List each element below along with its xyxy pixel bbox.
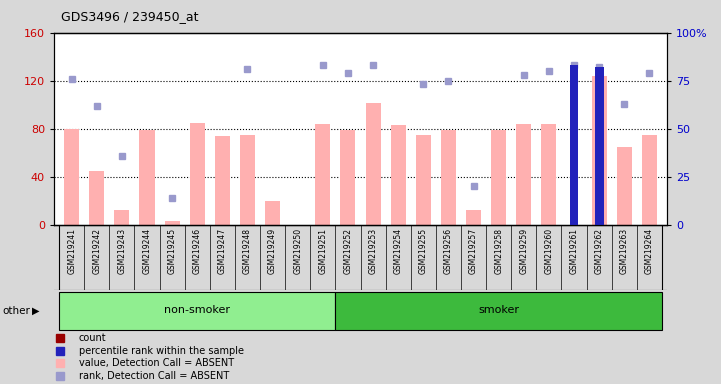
Text: GSM219255: GSM219255 bbox=[419, 228, 428, 274]
Text: GSM219263: GSM219263 bbox=[620, 228, 629, 274]
Text: GSM219256: GSM219256 bbox=[444, 228, 453, 274]
Text: GSM219252: GSM219252 bbox=[343, 228, 353, 274]
Text: non-smoker: non-smoker bbox=[164, 305, 230, 315]
Bar bbox=[570, 65, 578, 225]
Text: GSM219242: GSM219242 bbox=[92, 228, 101, 274]
Bar bbox=[366, 103, 381, 225]
Text: GSM219243: GSM219243 bbox=[118, 228, 126, 274]
Bar bbox=[595, 77, 603, 225]
Text: GSM219247: GSM219247 bbox=[218, 228, 227, 274]
Bar bbox=[315, 124, 330, 225]
Bar bbox=[391, 125, 406, 225]
Bar bbox=[265, 201, 280, 225]
Bar bbox=[240, 135, 255, 225]
Text: rank, Detection Call = ABSENT: rank, Detection Call = ABSENT bbox=[79, 371, 229, 381]
Text: GSM219258: GSM219258 bbox=[494, 228, 503, 274]
Text: GSM219254: GSM219254 bbox=[394, 228, 402, 274]
Text: GSM219244: GSM219244 bbox=[143, 228, 151, 274]
Bar bbox=[491, 130, 506, 225]
Bar bbox=[115, 210, 130, 225]
Text: ▶: ▶ bbox=[32, 306, 39, 316]
Text: GSM219249: GSM219249 bbox=[268, 228, 277, 274]
Bar bbox=[591, 76, 606, 225]
Bar bbox=[64, 129, 79, 225]
Text: GSM219250: GSM219250 bbox=[293, 228, 302, 274]
Bar bbox=[441, 130, 456, 225]
Text: other: other bbox=[2, 306, 30, 316]
Text: GDS3496 / 239450_at: GDS3496 / 239450_at bbox=[61, 10, 199, 23]
Text: GSM219260: GSM219260 bbox=[544, 228, 554, 274]
Text: GSM219257: GSM219257 bbox=[469, 228, 478, 274]
Text: GSM219251: GSM219251 bbox=[319, 228, 327, 274]
Bar bbox=[416, 135, 431, 225]
Bar bbox=[89, 170, 105, 225]
Text: smoker: smoker bbox=[478, 305, 519, 315]
Text: GSM219261: GSM219261 bbox=[570, 228, 578, 274]
Text: value, Detection Call = ABSENT: value, Detection Call = ABSENT bbox=[79, 358, 234, 368]
Text: GSM219262: GSM219262 bbox=[595, 228, 603, 274]
Text: GSM219245: GSM219245 bbox=[167, 228, 177, 274]
Bar bbox=[616, 147, 632, 225]
Text: GSM219246: GSM219246 bbox=[193, 228, 202, 274]
Bar bbox=[642, 135, 657, 225]
Bar bbox=[59, 292, 335, 330]
Bar bbox=[595, 67, 603, 225]
Bar bbox=[215, 136, 230, 225]
Text: percentile rank within the sample: percentile rank within the sample bbox=[79, 346, 244, 356]
Text: GSM219253: GSM219253 bbox=[368, 228, 378, 274]
Text: GSM219259: GSM219259 bbox=[519, 228, 528, 274]
Text: GSM219248: GSM219248 bbox=[243, 228, 252, 274]
Bar bbox=[340, 130, 355, 225]
Bar bbox=[190, 122, 205, 225]
Text: count: count bbox=[79, 333, 106, 343]
Text: GSM219241: GSM219241 bbox=[67, 228, 76, 274]
Bar bbox=[541, 124, 557, 225]
Text: GSM219264: GSM219264 bbox=[645, 228, 654, 274]
Bar bbox=[335, 292, 662, 330]
Bar bbox=[466, 210, 481, 225]
Bar bbox=[139, 130, 154, 225]
Bar bbox=[570, 124, 578, 225]
Bar bbox=[516, 124, 531, 225]
Bar bbox=[164, 221, 180, 225]
